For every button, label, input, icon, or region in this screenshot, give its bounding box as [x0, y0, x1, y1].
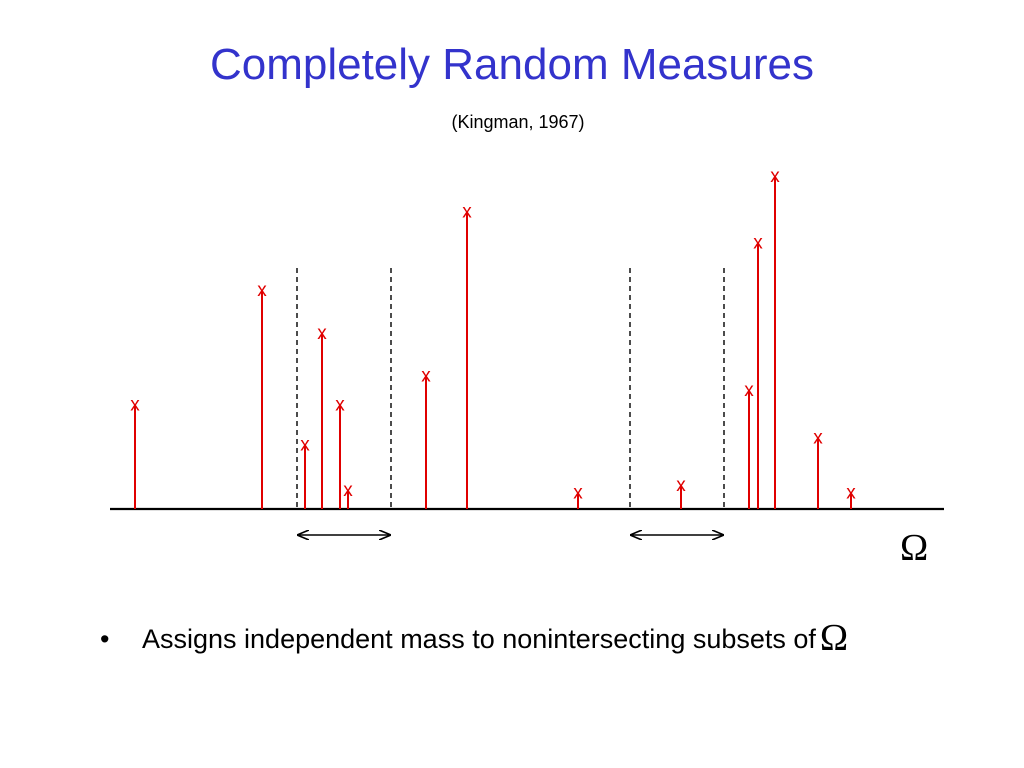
bullet-omega-symbol: Ω — [819, 617, 849, 659]
bullet-text: Assigns independent mass to nonintersect… — [142, 624, 816, 654]
atom-3-marker: x — [300, 435, 310, 456]
atom-9-marker: x — [573, 482, 583, 503]
atom-13-marker: x — [770, 166, 780, 187]
atom-5-marker: x — [335, 394, 345, 415]
atom-6-marker: x — [343, 480, 353, 501]
atom-10-marker: x — [676, 475, 686, 496]
slide-title: Completely Random Measures — [209, 40, 815, 89]
atom-1-marker: x — [130, 394, 140, 415]
atom-2-marker: x — [257, 280, 267, 301]
random-measure-diagram: x x x x x x x x x x x x x x x Ω — [110, 166, 944, 569]
bullet-list-item: • Assigns independent mass to nonintersec… — [100, 616, 848, 660]
atom-7-marker: x — [421, 366, 431, 387]
atom-11-marker: x — [744, 380, 754, 401]
atom-12-marker: x — [753, 232, 763, 253]
atom-15-marker: x — [846, 482, 856, 503]
slide-subtitle: (Kingman, 1967) — [451, 112, 585, 132]
atom-8-marker: x — [462, 202, 472, 223]
bullet-marker: • — [100, 624, 110, 654]
omega-symbol: Ω — [900, 527, 928, 569]
atom-14-marker: x — [813, 428, 823, 449]
atom-4-marker: x — [317, 323, 327, 344]
